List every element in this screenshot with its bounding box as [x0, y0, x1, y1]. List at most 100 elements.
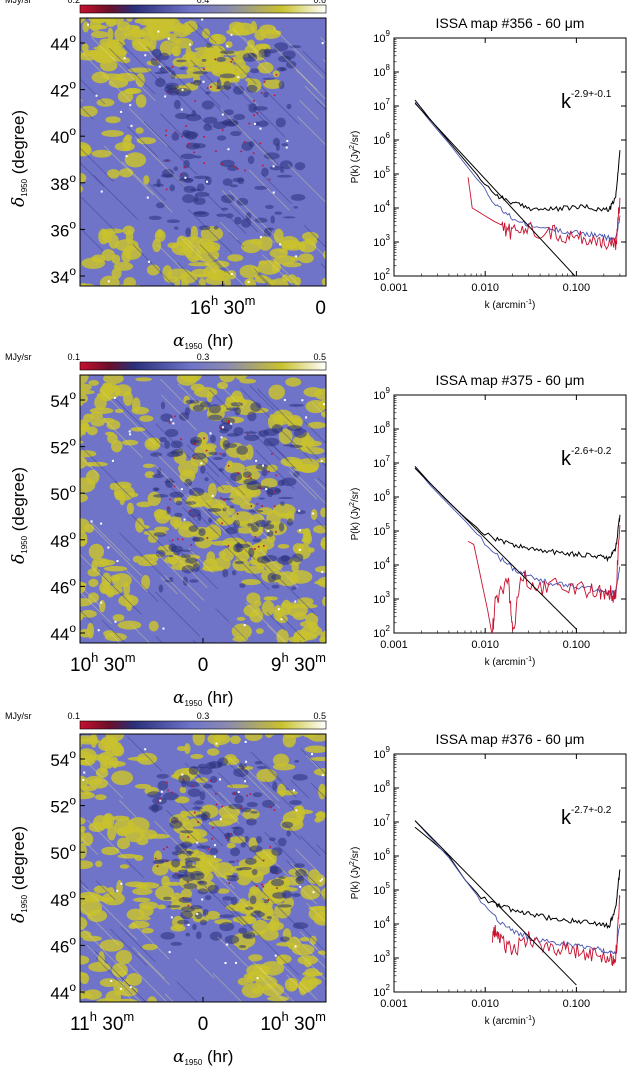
power-law-annotation: k-2.6+-0.2 — [561, 446, 612, 470]
panel-svg: MJy/sr 0.1 0.3 0.5 54o 52o 50o 48o 46o 44o 10h 30m… — [5, 352, 627, 708]
series-total — [414, 99, 621, 213]
panel-row: MJy/sr 0.1 0.3 0.5 54o 52o 50o 48o 46o 44o 10h 30m… — [0, 352, 638, 715]
ra-tick-label: 9h 30m — [271, 650, 326, 676]
dec-tick-label: 54o — [50, 747, 76, 770]
dec-tick-label: 50o — [50, 840, 76, 863]
dec-tick-label: 52o — [50, 794, 76, 817]
y-tick-label: 102 — [373, 267, 390, 283]
map-panel: MJy/sr 0.1 0.3 0.5 54o 52o 50o 48o 46o 44o 10h 30m… — [5, 352, 327, 708]
map-texture — [80, 375, 326, 643]
colorbar-unit-label: MJy/sr — [5, 711, 32, 721]
y-tick-label: 103 — [373, 949, 390, 965]
x-tick-label: 0.001 — [380, 282, 408, 294]
spectrum-x-axis-label: k (arcmin-1) — [485, 656, 536, 668]
power-law-annotation: k-2.9+-0.1 — [561, 89, 612, 113]
dec-tick-label: 34o — [50, 264, 76, 287]
ra-tick-label: 16h 30m — [190, 293, 256, 319]
colorbar-tick-label: 0.3 — [197, 352, 210, 362]
x-tick-label: 0.100 — [563, 282, 591, 294]
spectrum-x-axis-label: k (arcmin-1) — [485, 299, 536, 311]
panel-row: MJy/sr 0.2 0.4 0.6 44o 42o 40o 38o 36o 34o 16h 30m… — [0, 0, 638, 358]
x-tick-label: 0.010 — [471, 639, 499, 651]
x-tick-label: 0.100 — [563, 639, 591, 651]
ra-tick-label: 11h 30m — [70, 1009, 134, 1035]
map-x-axis-label: α1950 (hr) — [173, 331, 233, 351]
power-spectrum-chart: ISSA map #376 - 60 μm 109 108 107 106 105 104 1… — [349, 731, 627, 1027]
ra-tick-label: 0 — [315, 298, 326, 319]
dec-tick-label: 46o — [50, 574, 76, 597]
y-tick-label: 107 — [373, 454, 390, 470]
panel-row: MJy/sr 0.1 0.3 0.5 54o 52o 50o 48o 46o 44o 11h 30m… — [0, 711, 638, 1074]
dec-tick-label: 40o — [50, 124, 76, 147]
colorbar — [79, 361, 327, 371]
chart-title: ISSA map #376 - 60 μm — [436, 731, 585, 747]
colorbar-tick-label: 0.2 — [67, 0, 80, 5]
map-frame — [79, 17, 327, 287]
power-law-fit-line — [414, 102, 576, 276]
colorbar — [79, 4, 327, 14]
y-tick-label: 109 — [373, 745, 390, 761]
series-total — [414, 826, 621, 929]
y-tick-label: 109 — [373, 29, 390, 45]
colorbar — [79, 720, 327, 730]
power-spectrum-chart: ISSA map #375 - 60 μm 109 108 107 106 105 104 1… — [349, 372, 627, 668]
y-tick-label: 106 — [373, 488, 390, 504]
ra-tick-label: 10h 30m — [70, 650, 136, 676]
x-tick-label: 0.010 — [471, 998, 499, 1010]
x-tick-label: 0.100 — [563, 998, 591, 1010]
dec-tick-label: 36o — [50, 217, 76, 240]
series-noise — [491, 895, 621, 966]
map-y-axis-label: δ1950 (degree) — [9, 826, 29, 923]
dec-tick-label: 48o — [50, 528, 76, 551]
ra-tick-label: 10h 30m — [260, 1009, 326, 1035]
y-tick-label: 107 — [373, 97, 390, 113]
y-tick-label: 107 — [373, 813, 390, 829]
map-texture — [80, 18, 326, 286]
power-law-fit-line — [414, 820, 577, 986]
y-tick-label: 102 — [373, 983, 390, 999]
dec-tick-label: 38o — [50, 171, 76, 194]
y-tick-label: 104 — [373, 199, 390, 215]
panel-svg: MJy/sr 0.2 0.4 0.6 44o 42o 40o 38o 36o 34o 16h 30m… — [5, 0, 627, 351]
dec-tick-label: 44o — [50, 980, 76, 1003]
chart-title: ISSA map #356 - 60 μm — [436, 15, 585, 31]
colorbar-tick-label: 0.1 — [67, 711, 80, 721]
plot-frame — [393, 37, 627, 277]
colorbar-unit-label: MJy/sr — [5, 352, 32, 362]
dec-tick-label: 54o — [50, 388, 76, 411]
y-tick-label: 105 — [373, 522, 390, 538]
plot-frame — [393, 394, 627, 634]
y-tick-label: 105 — [373, 165, 390, 181]
spectrum-y-axis-label: P(k) (Jy2/sr) — [349, 131, 361, 184]
dec-tick-label: 42o — [50, 78, 76, 101]
map-y-axis-label: δ1950 (degree) — [9, 467, 29, 564]
spectrum-y-axis-label: P(k) (Jy2/sr) — [349, 488, 361, 541]
map-texture — [80, 734, 326, 1002]
series-total — [414, 465, 621, 563]
power-law-fit-line — [414, 467, 577, 630]
map-x-axis-label: α1950 (hr) — [173, 688, 233, 708]
colorbar-unit-label: MJy/sr — [5, 0, 32, 5]
y-tick-label: 104 — [373, 915, 390, 931]
colorbar-tick-label: 0.1 — [67, 352, 80, 362]
y-tick-label: 108 — [373, 420, 390, 436]
y-tick-label: 106 — [373, 847, 390, 863]
colorbar-tick-label: 0.6 — [313, 0, 326, 5]
plot-frame — [393, 753, 627, 993]
y-tick-label: 108 — [373, 779, 390, 795]
dec-tick-label: 44o — [50, 31, 76, 54]
ra-tick-label: 0 — [198, 1014, 209, 1035]
series-noise — [467, 177, 621, 251]
dec-tick-label: 44o — [50, 621, 76, 644]
panel-svg: MJy/sr 0.1 0.3 0.5 54o 52o 50o 48o 46o 44o 11h 30m… — [5, 711, 627, 1067]
dec-tick-label: 46o — [50, 933, 76, 956]
map-y-axis-label: δ1950 (degree) — [9, 110, 29, 207]
map-panel: MJy/sr 0.2 0.4 0.6 44o 42o 40o 38o 36o 34o 16h 30m… — [5, 0, 327, 351]
dec-tick-label: 52o — [50, 435, 76, 458]
power-law-annotation: k-2.7+-0.2 — [561, 805, 612, 829]
y-tick-label: 109 — [373, 386, 390, 402]
chart-title: ISSA map #375 - 60 μm — [436, 372, 585, 388]
y-tick-label: 103 — [373, 590, 390, 606]
y-tick-label: 104 — [373, 556, 390, 572]
spectrum-y-axis-label: P(k) (Jy2/sr) — [349, 847, 361, 900]
